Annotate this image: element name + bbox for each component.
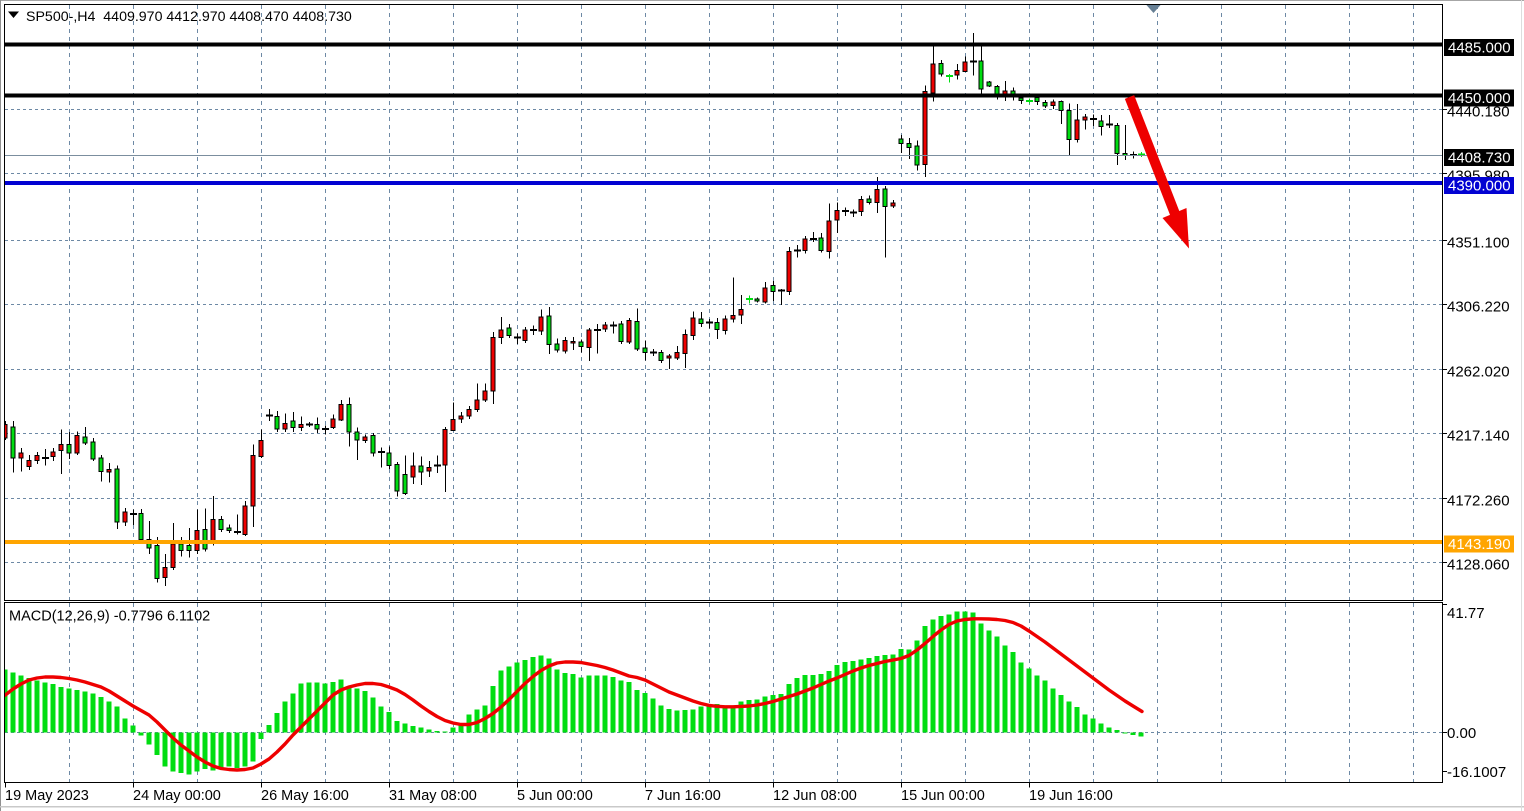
svg-text:4450.000: 4450.000 bbox=[1448, 90, 1511, 107]
svg-text:4143.190: 4143.190 bbox=[1448, 536, 1511, 553]
svg-text:4390.000: 4390.000 bbox=[1448, 178, 1511, 195]
svg-text:24 May 00:00: 24 May 00:00 bbox=[133, 788, 221, 804]
svg-text:41.77: 41.77 bbox=[1447, 605, 1485, 622]
svg-text:26 May 16:00: 26 May 16:00 bbox=[261, 788, 349, 804]
svg-text:4128.060: 4128.060 bbox=[1447, 557, 1510, 574]
svg-text:4262.020: 4262.020 bbox=[1447, 364, 1510, 381]
svg-text:4306.220: 4306.220 bbox=[1447, 299, 1510, 316]
svg-text:15 Jun 00:00: 15 Jun 00:00 bbox=[901, 788, 985, 804]
svg-text:4485.000: 4485.000 bbox=[1448, 40, 1511, 57]
svg-text:-16.1007: -16.1007 bbox=[1447, 764, 1506, 781]
svg-text:4408.730: 4408.730 bbox=[1448, 150, 1511, 167]
svg-text:MACD(12,26,9) -0.7796 6.1102: MACD(12,26,9) -0.7796 6.1102 bbox=[9, 609, 210, 625]
svg-text:SP500-,H4 4409.970 4412.970 4: SP500-,H4 4409.970 4412.970 4408.470 440… bbox=[26, 9, 352, 25]
svg-text:19 Jun 16:00: 19 Jun 16:00 bbox=[1029, 788, 1113, 804]
svg-text:19 May 2023: 19 May 2023 bbox=[5, 788, 89, 804]
svg-text:12 Jun 08:00: 12 Jun 08:00 bbox=[773, 788, 857, 804]
svg-text:31 May 08:00: 31 May 08:00 bbox=[389, 788, 477, 804]
svg-text:4351.100: 4351.100 bbox=[1447, 235, 1510, 252]
svg-text:5 Jun 00:00: 5 Jun 00:00 bbox=[517, 788, 593, 804]
svg-text:4172.260: 4172.260 bbox=[1447, 493, 1510, 510]
svg-text:0.00: 0.00 bbox=[1447, 725, 1476, 742]
svg-text:7 Jun 16:00: 7 Jun 16:00 bbox=[645, 788, 721, 804]
svg-text:4217.140: 4217.140 bbox=[1447, 428, 1510, 445]
svg-text:4440.180: 4440.180 bbox=[1447, 104, 1510, 121]
